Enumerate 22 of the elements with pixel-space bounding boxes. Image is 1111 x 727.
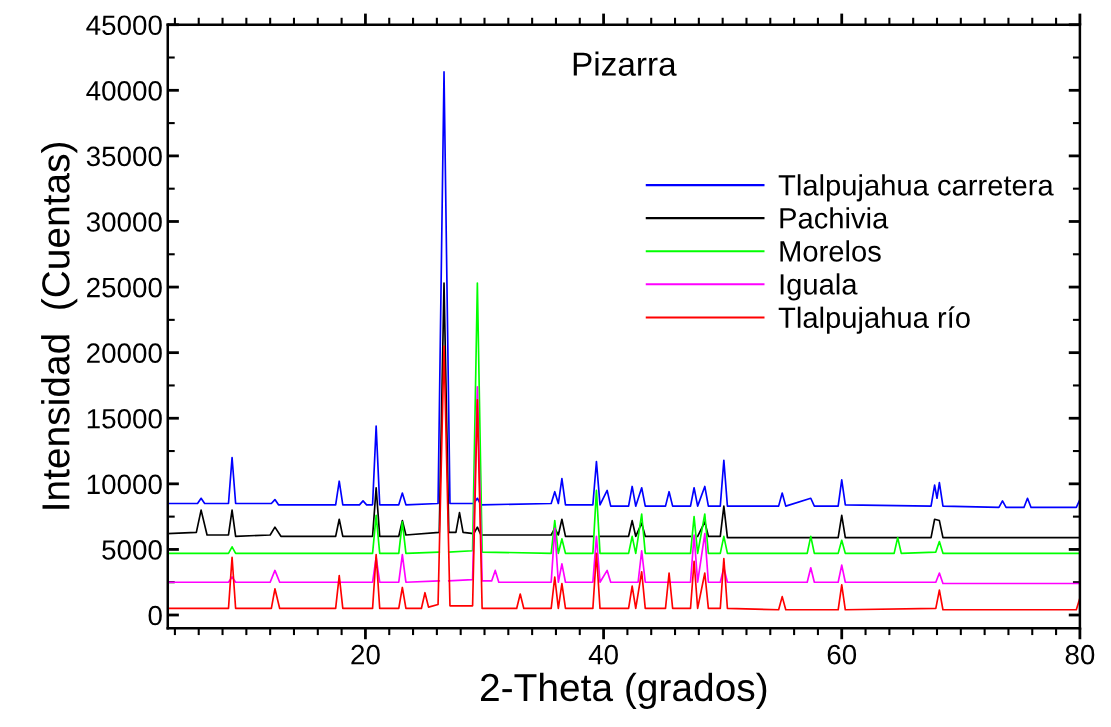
x-axis-title: 2-Theta (grados) [480,672,767,710]
legend-label: Iguala [780,273,858,301]
y-tick-label: 15000 [87,408,162,429]
x-tick-label: 40 [588,644,618,665]
x-tick-label: 80 [1065,644,1095,665]
y-tick-label: 45000 [86,15,162,36]
y-tick-label: 30000 [86,212,162,232]
y-tick-label: 35000 [86,146,162,167]
legend-label: Pachivia [780,207,889,229]
legend-label: Morelos [780,240,881,262]
y-tick-label: 10000 [87,474,162,495]
y-tick-label: 25000 [87,277,162,298]
text: Pizarra [573,51,677,76]
y-tick-label: 40000 [86,80,162,101]
y-axis-title: Intensidad (Cuentas) [41,142,78,509]
y-tick-label: 20000 [87,343,162,363]
y-tick-label: 5000 [102,540,162,560]
legend-label: Tlalpujahua carretera [778,174,1054,202]
x-tick-label: 20 [351,644,380,665]
y-tick-label: 0 [148,605,162,626]
x-tick-label: 60 [827,644,857,665]
legend-label: Tlalpujahua río [778,306,970,334]
